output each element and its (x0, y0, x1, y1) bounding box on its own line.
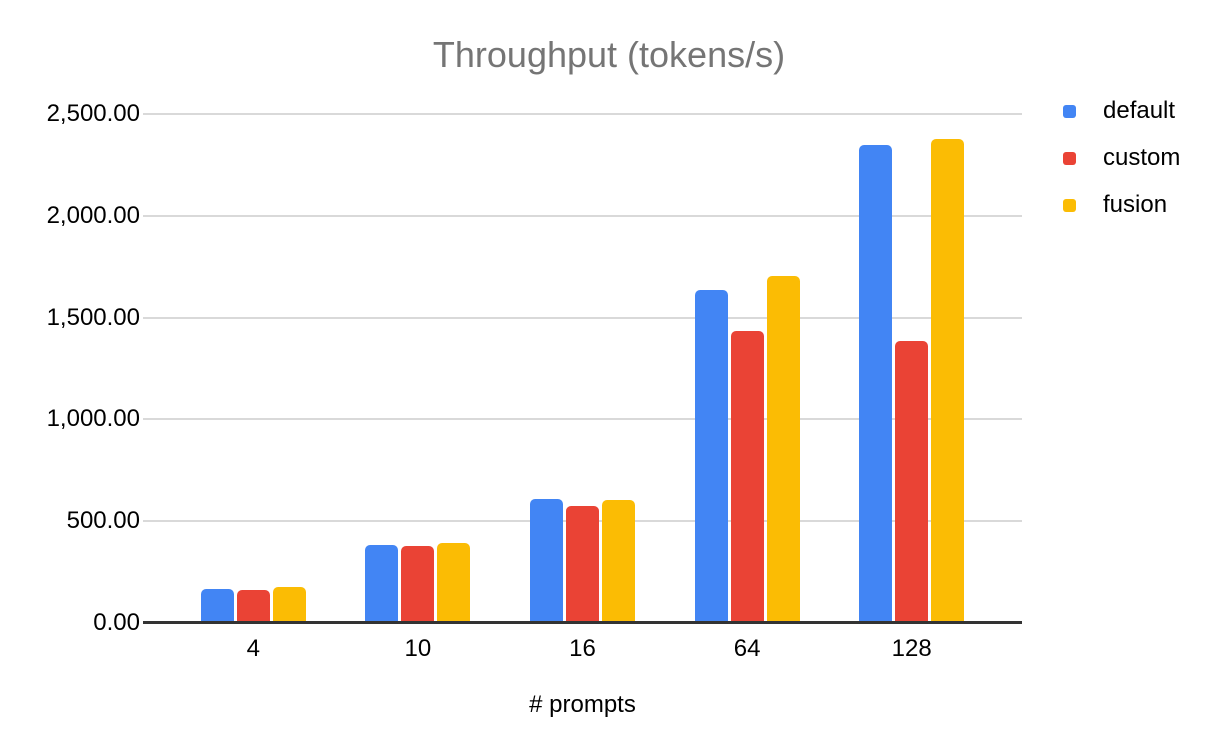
legend-swatch-custom (1063, 151, 1076, 165)
gridline (143, 418, 1022, 421)
legend: default custom fusion (1063, 96, 1180, 237)
x-axis-line (143, 621, 1022, 624)
bar-custom-10 (401, 546, 435, 622)
bar-default-10 (365, 545, 399, 622)
y-tick-label: 1,500.00 (46, 303, 140, 331)
bar-custom-128 (895, 341, 929, 622)
bar-custom-4 (236, 590, 270, 622)
x-tick-label-4: 4 (246, 635, 260, 662)
y-tick-label: 2,500.00 (46, 100, 140, 127)
gridline (143, 214, 1022, 217)
bar-fusion-64 (766, 276, 800, 622)
bar-default-4 (200, 589, 234, 622)
plot-area (143, 113, 1022, 624)
y-axis-labels: 0.00 500.00 1,000.00 1,500.00 2,000.00 2,500.… (0, 102, 140, 647)
gridline (143, 316, 1022, 319)
legend-item-default: default (1063, 96, 1180, 126)
gridline (143, 113, 1022, 115)
legend-item-fusion: fusion (1063, 190, 1180, 220)
bar-fusion-128 (931, 139, 965, 622)
bar-fusion-4 (272, 587, 306, 622)
legend-label-default: default (1103, 97, 1176, 124)
bar-fusion-10 (437, 543, 471, 622)
x-axis-labels: 4 10 16 64 128 (143, 636, 1022, 664)
legend-label-fusion: fusion (1103, 191, 1168, 218)
y-tick-label: 2,000.00 (46, 201, 140, 229)
x-axis-title: # prompts (529, 691, 636, 718)
bar-custom-64 (730, 331, 764, 622)
bar-default-128 (859, 145, 893, 622)
legend-item-custom: custom (1063, 143, 1180, 173)
y-tick-label: 1,000.00 (46, 405, 140, 433)
legend-swatch-default (1063, 104, 1076, 118)
bar-default-16 (530, 499, 563, 622)
bar-default-64 (694, 290, 728, 622)
chart-title: Throughput (tokens/s) (432, 34, 786, 75)
bar-custom-16 (566, 506, 599, 622)
x-tick-label-64: 64 (733, 635, 761, 662)
legend-label-custom: custom (1103, 144, 1181, 171)
bar-fusion-16 (602, 500, 635, 622)
y-tick-label: 0.00 (93, 609, 140, 636)
x-tick-label-16: 16 (569, 635, 596, 662)
y-tick-label: 500.00 (66, 507, 140, 535)
x-tick-label-128: 128 (891, 635, 932, 662)
x-tick-label-10: 10 (404, 635, 432, 662)
legend-swatch-fusion (1063, 198, 1076, 212)
